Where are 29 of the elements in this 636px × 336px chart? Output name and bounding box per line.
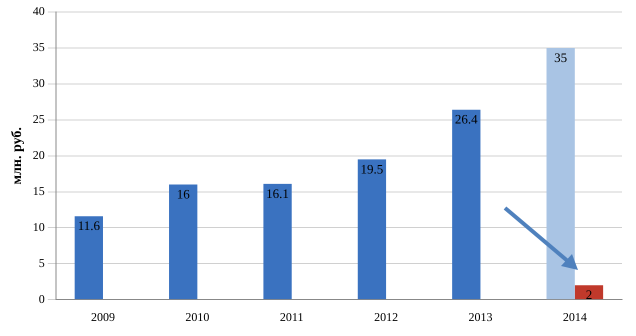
bar bbox=[574, 285, 604, 300]
y-tick-label: 10 bbox=[32, 220, 45, 234]
y-tick-label: 0 bbox=[38, 292, 45, 306]
bar bbox=[452, 110, 480, 300]
bar bbox=[74, 216, 103, 300]
y-tick-label: 40 bbox=[32, 4, 45, 18]
y-tick-label: 15 bbox=[32, 184, 45, 198]
data-label: 11.6 bbox=[78, 218, 100, 234]
bar bbox=[263, 184, 292, 300]
x-tick-label: 2012 bbox=[374, 310, 398, 324]
x-tick-label: 2014 bbox=[562, 310, 587, 324]
y-axis-title: млн. руб. bbox=[10, 127, 26, 184]
data-label: 35 bbox=[554, 50, 568, 65]
data-label: 16 bbox=[176, 186, 190, 202]
data-label: 2 bbox=[586, 287, 592, 302]
x-tick-label: 2011 bbox=[280, 310, 304, 324]
y-tick-label: 35 bbox=[32, 40, 45, 54]
x-tick-label: 2013 bbox=[468, 310, 492, 324]
bar bbox=[169, 184, 198, 300]
y-tick-label: 5 bbox=[38, 256, 45, 270]
y-tick-label: 20 bbox=[32, 148, 45, 162]
x-tick-label: 2010 bbox=[185, 310, 210, 324]
bar bbox=[358, 159, 386, 300]
data-label: 19.5 bbox=[360, 161, 384, 176]
data-label: 16.1 bbox=[266, 186, 289, 201]
y-tick-label: 25 bbox=[32, 112, 45, 126]
x-tick-label: 2009 bbox=[90, 310, 115, 324]
data-label: 26.4 bbox=[454, 112, 478, 127]
y-tick-label: 30 bbox=[32, 76, 45, 90]
